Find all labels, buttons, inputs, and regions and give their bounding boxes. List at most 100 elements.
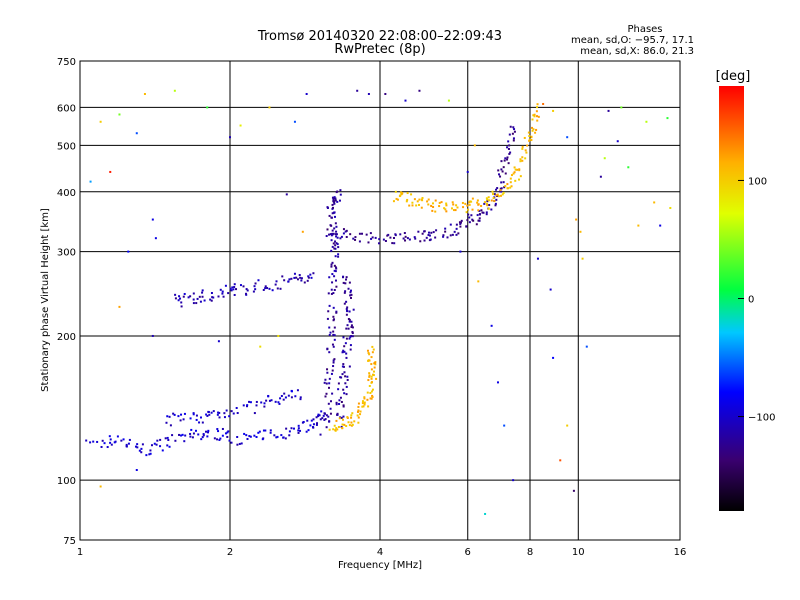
data-point xyxy=(361,232,364,235)
data-point xyxy=(275,436,278,439)
data-point xyxy=(501,193,504,196)
data-point xyxy=(349,294,352,297)
data-point xyxy=(285,193,288,196)
data-point xyxy=(391,242,394,245)
data-point xyxy=(219,288,222,291)
data-point xyxy=(329,407,332,410)
data-point xyxy=(459,222,462,225)
data-point xyxy=(264,429,267,432)
data-point xyxy=(431,202,434,205)
data-point xyxy=(299,398,302,401)
data-point xyxy=(278,402,281,405)
data-point xyxy=(229,287,232,290)
data-point xyxy=(455,204,458,207)
data-point xyxy=(367,405,370,408)
stats-line-x: mean, sd,X: 86.0, 21.3 xyxy=(580,46,694,57)
data-point xyxy=(481,211,484,214)
data-point xyxy=(296,278,299,281)
data-point xyxy=(500,190,503,193)
data-point xyxy=(127,442,130,445)
data-point xyxy=(500,168,503,171)
data-point xyxy=(526,144,529,147)
data-point xyxy=(503,159,506,162)
data-point xyxy=(198,421,201,424)
data-points xyxy=(85,89,672,515)
data-point xyxy=(430,231,433,234)
data-point xyxy=(346,378,349,381)
data-point xyxy=(332,197,335,200)
data-point xyxy=(178,433,181,436)
data-point xyxy=(483,201,486,204)
data-point xyxy=(518,168,521,171)
data-point xyxy=(445,202,448,205)
data-point xyxy=(340,425,343,428)
data-point xyxy=(145,454,148,457)
data-point xyxy=(513,128,516,131)
data-point xyxy=(334,197,337,200)
data-point xyxy=(332,333,335,336)
axis-ticks: 1 2 4 6 8 10 16 75 100 200 300 400 500 600 750 xyxy=(57,57,686,558)
data-point xyxy=(342,336,345,339)
data-point xyxy=(369,397,372,400)
data-point xyxy=(581,257,584,260)
data-point xyxy=(332,428,335,431)
data-point xyxy=(253,285,256,288)
data-point xyxy=(100,445,103,448)
data-point xyxy=(370,377,373,380)
data-point xyxy=(404,235,407,238)
data-point xyxy=(368,375,371,378)
data-point xyxy=(345,385,348,388)
data-point xyxy=(217,430,220,433)
data-point xyxy=(290,427,293,430)
data-point xyxy=(295,276,298,279)
data-point xyxy=(288,430,291,433)
data-point xyxy=(265,399,268,402)
data-point xyxy=(227,292,230,295)
data-point xyxy=(230,441,233,444)
data-point xyxy=(325,414,328,417)
data-point xyxy=(343,371,346,374)
data-point xyxy=(341,351,344,354)
data-point xyxy=(307,275,310,278)
data-point xyxy=(637,224,640,227)
data-point xyxy=(228,439,231,442)
data-point xyxy=(363,403,366,406)
data-point xyxy=(490,199,493,202)
data-point xyxy=(330,216,333,219)
data-point xyxy=(337,382,340,385)
data-point xyxy=(367,359,370,362)
data-point xyxy=(399,191,402,194)
data-point xyxy=(350,320,353,323)
data-point xyxy=(232,412,235,415)
data-point xyxy=(287,394,290,397)
data-point xyxy=(466,170,469,173)
data-point xyxy=(533,113,536,116)
data-point xyxy=(490,208,493,211)
y-tick-label: 200 xyxy=(57,332,76,343)
data-point xyxy=(339,376,342,379)
data-point xyxy=(429,238,432,241)
data-point xyxy=(245,405,248,408)
data-point xyxy=(476,199,479,202)
data-point xyxy=(221,292,224,295)
data-point xyxy=(242,285,245,288)
data-point xyxy=(372,370,375,373)
data-point xyxy=(328,420,331,423)
data-point xyxy=(421,232,424,235)
data-point xyxy=(434,199,437,202)
colorbar-label: [deg] xyxy=(716,69,751,84)
data-point xyxy=(264,285,267,288)
data-point xyxy=(427,198,430,201)
data-point xyxy=(282,398,285,401)
data-point xyxy=(476,214,479,217)
data-point xyxy=(199,300,202,303)
data-point xyxy=(85,439,88,442)
data-point xyxy=(210,299,213,302)
data-point xyxy=(189,295,192,298)
colorbar-ticks: 100 0 −100 xyxy=(738,176,775,424)
data-point xyxy=(336,190,339,193)
data-point xyxy=(166,415,169,418)
data-point xyxy=(408,238,411,241)
data-point xyxy=(342,405,345,408)
data-point xyxy=(351,412,354,415)
